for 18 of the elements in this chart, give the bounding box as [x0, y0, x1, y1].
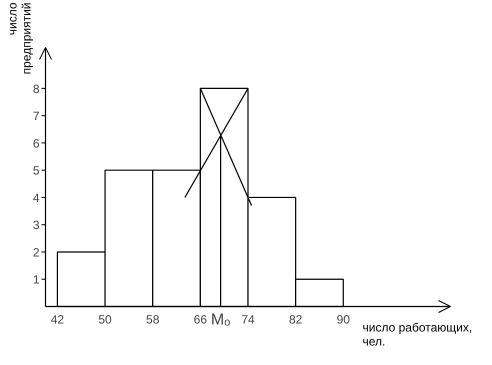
y-tick-label: 7 [32, 109, 40, 124]
annotation: Mₒ [210, 312, 230, 328]
x-tick-label: 90 [336, 312, 350, 326]
x-tick-label: 50 [98, 312, 112, 326]
y-tick-label: 5 [32, 164, 40, 178]
y-tick-label: 4 [32, 190, 40, 205]
x-tick-label: 42 [50, 312, 64, 326]
x-tick-label: 74 [241, 312, 255, 326]
y-tick-label: 8 [32, 82, 40, 96]
y-tick-label: 2 [32, 245, 40, 260]
y-tick-label: 3 [32, 218, 40, 232]
x-tick-label: 66 [194, 312, 208, 326]
y-tick-label: 1 [32, 272, 40, 287]
x-tick-label: 82 [288, 312, 303, 326]
x-axis-title: число работающих, чел. [362, 320, 472, 348]
y-tick-label: 6 [32, 136, 40, 150]
y-axis-title: число предприятий [6, 2, 34, 74]
x-tick-label: 58 [146, 312, 160, 326]
